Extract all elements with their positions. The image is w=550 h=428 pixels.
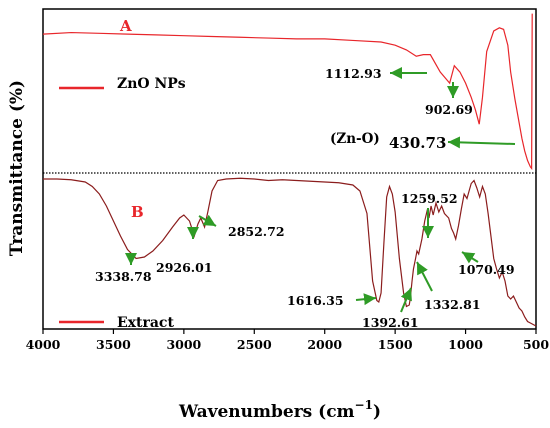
legend-label-extract: Extract [117,315,174,331]
arrow-1332 [416,261,433,292]
annotation-3338: 3338.78 [95,269,152,284]
x-tick-label-500: 500 [523,337,549,352]
annotation-1070: 1070.49 [458,262,515,277]
annotation-1259: 1259.52 [401,191,458,206]
annotation-zn-o: (Zn-O) [330,131,380,147]
x-axis-title-close: ) [373,402,381,422]
annotation-1616: 1616.35 [287,293,344,308]
annotation-arrows [125,67,516,313]
x-tick-label-1500: 1500 [378,337,413,352]
arrow-1392 [400,287,412,313]
arrow-430 [447,136,516,149]
y-axis-title: Transmittance (%) [7,80,27,256]
spectrum-zno-nps [42,13,533,171]
annotation-2926: 2926.01 [156,260,213,275]
annotation-430: 430.73 [389,134,446,152]
arrow-1070 [461,251,479,264]
annotation-1112: 1112.93 [325,66,382,81]
annotation-902: 902.69 [425,102,473,117]
arrow-2852 [198,214,217,227]
x-axis: 4000 3500 3000 2500 2000 1500 1000 500 [26,329,549,352]
x-tick-label-2500: 2500 [237,337,272,352]
x-tick-label-2000: 2000 [307,337,342,352]
annotation-1392: 1392.61 [362,315,419,330]
panel-label-a: A [119,17,132,35]
x-axis-title-main: Wavenumbers (cm [178,402,355,422]
x-axis-title-sup: −1 [355,398,373,412]
x-axis-title: Wavenumbers (cm−1) [178,398,381,422]
x-tick-label-3500: 3500 [96,337,131,352]
x-tick-label-1000: 1000 [448,337,483,352]
x-tick-label-4000: 4000 [26,337,61,352]
annotation-1332: 1332.81 [424,297,481,312]
plot-frame [42,8,537,330]
x-tick-label-3000: 3000 [166,337,201,352]
spectrum-extract [43,177,537,327]
panel-label-b: B [131,203,144,221]
arrow-1616 [355,293,377,306]
legend-label-zno-nps: ZnO NPs [117,76,186,92]
annotation-2852: 2852.72 [228,224,285,239]
